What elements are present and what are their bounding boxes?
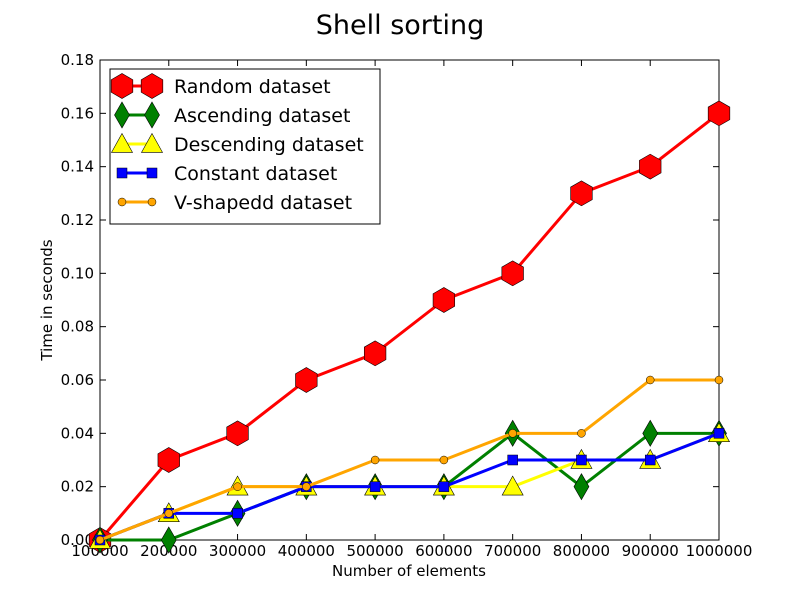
legend-item: Constant dataset xyxy=(116,163,337,185)
data-point xyxy=(713,428,725,439)
legend-marker xyxy=(110,73,134,99)
y-tick-label: 0.04 xyxy=(61,424,94,442)
x-tick-label: 700000 xyxy=(484,542,541,560)
legend-marker xyxy=(147,197,157,207)
legend-marker xyxy=(140,132,164,153)
x-tick-label: 400000 xyxy=(278,542,335,560)
legend-marker xyxy=(144,101,160,129)
data-point xyxy=(370,455,380,465)
y-axis-label: Time in seconds xyxy=(38,239,56,361)
series-random xyxy=(88,100,731,553)
y-tick-label: 0.06 xyxy=(61,371,94,389)
data-point xyxy=(232,508,243,519)
series-v-shaped xyxy=(95,375,724,545)
data-point xyxy=(363,340,387,367)
data-point xyxy=(714,375,724,385)
legend-label: Random dataset xyxy=(174,76,331,98)
y-tick-label: 0.18 xyxy=(61,51,94,69)
legend-label: Ascending dataset xyxy=(174,105,350,127)
data-point xyxy=(501,475,524,496)
data-point xyxy=(164,509,174,518)
legend-label: Descending dataset xyxy=(174,134,364,156)
y-tick-label: 0.02 xyxy=(61,478,94,496)
series-line xyxy=(99,431,720,542)
data-point xyxy=(576,454,587,466)
data-point xyxy=(295,367,318,393)
plot-area: 0.00 0.02 0.04 0.06 0.08 0.10 0.12 0.14 0.16 0.18… xyxy=(61,51,753,560)
data-point xyxy=(157,447,180,473)
data-point xyxy=(439,455,449,465)
data-point xyxy=(642,419,659,447)
data-point xyxy=(432,287,456,313)
legend-item: V-shapedd dataset xyxy=(117,192,352,214)
legend-item: Descending dataset xyxy=(110,132,364,156)
x-axis-label: Number of elements xyxy=(332,562,486,580)
legend-marker xyxy=(116,167,128,179)
legend-item: Random dataset xyxy=(110,73,331,99)
x-tick-label: 600000 xyxy=(415,542,472,560)
x-tick-label: 300000 xyxy=(209,542,266,560)
x-tick-label: 800000 xyxy=(553,542,610,560)
legend-label: V-shapedd dataset xyxy=(174,192,352,214)
data-point xyxy=(369,481,381,492)
data-point xyxy=(577,429,586,438)
legend-item: Ascending dataset xyxy=(114,101,350,129)
y-tick-label: 0.14 xyxy=(61,158,94,176)
chart-title: Shell sorting xyxy=(316,10,484,41)
data-point xyxy=(438,481,450,492)
data-point xyxy=(95,535,105,545)
y-tick-label: 0.16 xyxy=(61,104,94,122)
legend-marker xyxy=(110,132,134,153)
legend-label: Constant dataset xyxy=(174,163,337,185)
y-tick-label: 0.12 xyxy=(61,211,94,229)
data-point xyxy=(501,260,524,287)
legend-marker xyxy=(117,197,127,207)
data-point xyxy=(160,526,177,554)
x-tick-label: 1000000 xyxy=(686,542,753,560)
x-tick-label: 900000 xyxy=(622,542,679,560)
y-tick-label: 0.00 xyxy=(61,531,94,549)
data-point xyxy=(707,100,731,127)
legend-marker xyxy=(140,73,164,99)
data-point xyxy=(573,473,590,501)
series-line xyxy=(98,112,720,541)
data-point xyxy=(644,454,656,466)
data-point xyxy=(302,482,311,491)
series-line xyxy=(99,378,719,542)
x-tick-label: 500000 xyxy=(346,542,403,560)
data-point xyxy=(507,454,518,466)
legend-marker xyxy=(146,167,158,179)
data-point xyxy=(645,375,655,385)
legend: Random dataset Ascending dataset Descendin… xyxy=(109,68,381,225)
y-tick-label: 0.08 xyxy=(61,318,94,336)
y-tick-label: 0.10 xyxy=(61,264,94,282)
data-point xyxy=(233,482,242,491)
data-point xyxy=(639,153,662,180)
data-point xyxy=(570,180,593,207)
data-point xyxy=(508,429,517,438)
data-point xyxy=(226,420,249,447)
legend-marker xyxy=(114,101,130,129)
